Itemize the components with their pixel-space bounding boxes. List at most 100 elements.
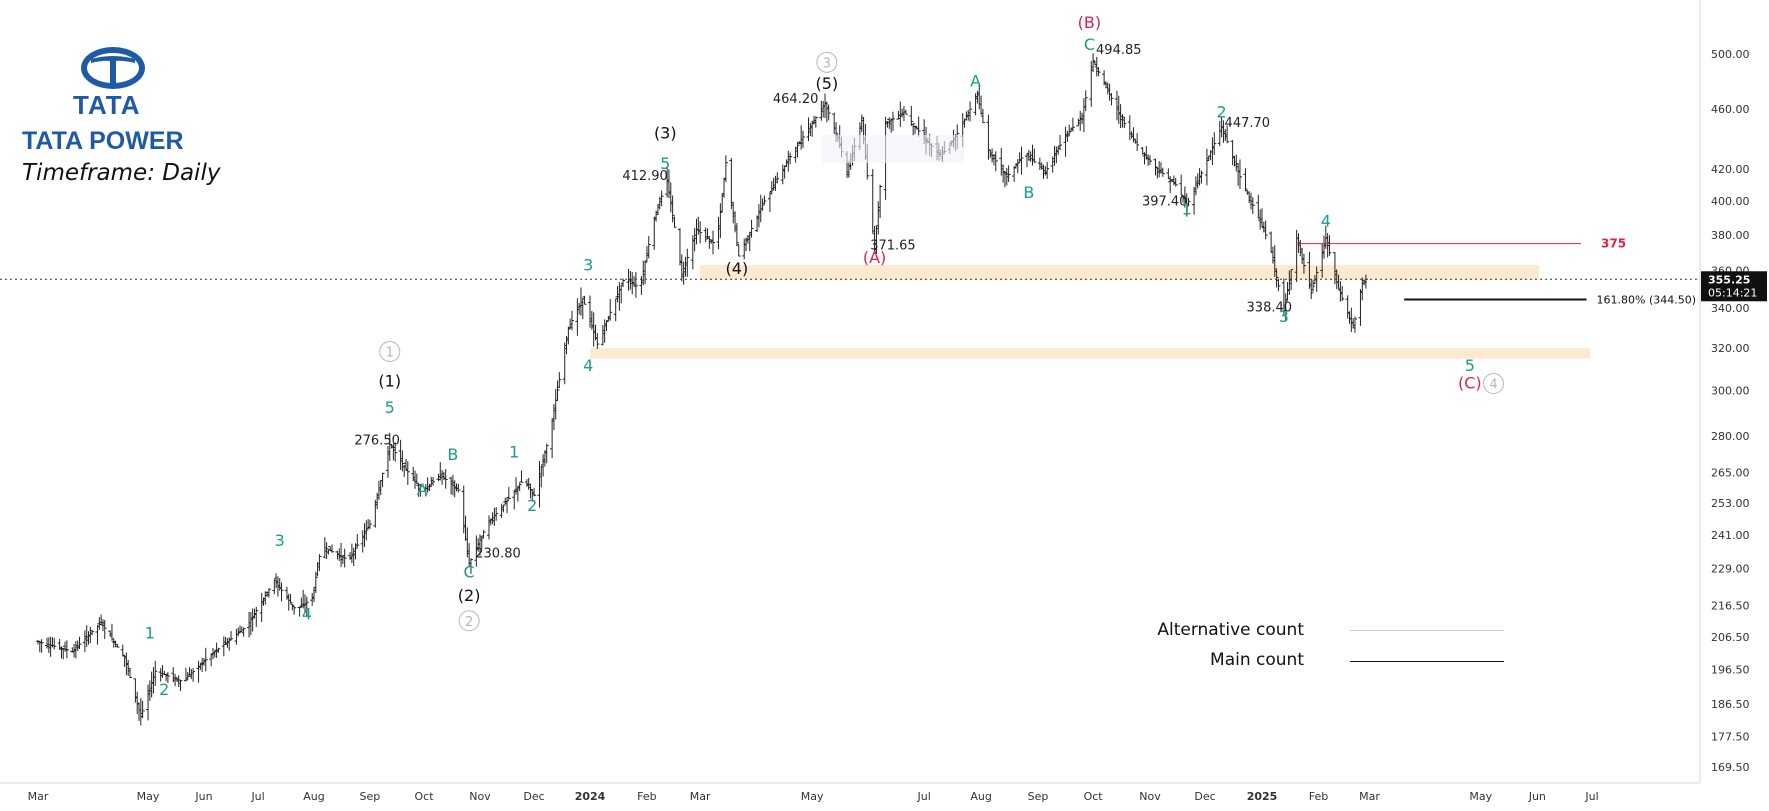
watermark xyxy=(822,135,964,163)
wave-label: 3 xyxy=(275,531,285,550)
y-tick-label: 229.00 xyxy=(1711,563,1750,576)
wave-label: (5) xyxy=(816,74,839,93)
wave-label: 4 xyxy=(302,605,312,624)
wave-label: B xyxy=(447,445,458,464)
x-tick-label: Feb xyxy=(637,790,656,803)
x-tick-label: Feb xyxy=(1309,790,1328,803)
company-name: TATA POWER xyxy=(22,127,184,155)
wave-alt-circle xyxy=(1483,372,1505,394)
legend-main-line xyxy=(1350,661,1504,662)
x-tick-label: Jun xyxy=(194,790,212,803)
wave-label: 4 xyxy=(583,356,593,375)
wave-label: C xyxy=(1084,35,1095,54)
y-tick-label: 241.00 xyxy=(1711,529,1750,542)
x-tick-label: Aug xyxy=(970,790,991,803)
x-tick-label: May xyxy=(137,790,160,803)
y-tick-label: 177.50 xyxy=(1711,731,1750,744)
y-tick-label: 320.00 xyxy=(1711,342,1750,355)
resistance-label: 375 xyxy=(1601,237,1626,251)
price-label: 447.70 xyxy=(1225,116,1271,131)
wave-label: 3 xyxy=(1279,307,1289,326)
wave-label: 5 xyxy=(1465,356,1475,375)
tata-logo-icon xyxy=(81,47,145,89)
price-label: 371.65 xyxy=(870,239,916,254)
legend-main-label: Main count xyxy=(1210,650,1304,670)
y-tick-label: 340.00 xyxy=(1711,302,1750,315)
x-tick-label: Sep xyxy=(1028,790,1049,803)
x-tick-label: Jul xyxy=(917,790,931,803)
wave-label: A xyxy=(417,480,428,499)
x-tick-label: Dec xyxy=(523,790,544,803)
x-tick-label: 2025 xyxy=(1247,790,1278,803)
x-tick-label: Jun xyxy=(1528,790,1546,803)
wave-label: (C) xyxy=(1458,373,1482,392)
y-tick-label: 265.00 xyxy=(1711,466,1750,479)
price-label: 230.80 xyxy=(475,546,521,561)
wave-label: 3 xyxy=(583,256,593,275)
y-tick-label: 206.50 xyxy=(1711,631,1750,644)
wave-alt-circle xyxy=(379,340,401,362)
wave-label: 1 xyxy=(145,623,155,642)
wave-label: 5 xyxy=(385,398,395,417)
wave-label: (A) xyxy=(863,248,886,267)
x-tick-label: 2024 xyxy=(575,790,606,803)
x-tick-label: Jul xyxy=(250,790,264,803)
wave-label: 4 xyxy=(1321,211,1331,230)
wave-label: (3) xyxy=(654,123,677,142)
y-tick-label: 253.00 xyxy=(1711,497,1750,510)
y-tick-label: 280.00 xyxy=(1711,430,1750,443)
wave-label: B xyxy=(1023,183,1034,202)
x-tick-label: May xyxy=(801,790,824,803)
wave-label: A xyxy=(970,71,981,90)
x-tick-label: Dec xyxy=(1194,790,1215,803)
wave-label: (2) xyxy=(458,586,481,605)
x-tick-label: Oct xyxy=(415,790,435,803)
y-tick-label: 380.00 xyxy=(1711,229,1750,242)
price-label: 412.90 xyxy=(622,169,668,184)
wave-alt-circle xyxy=(458,610,480,632)
wave-label: 5 xyxy=(660,154,670,173)
price-label: 338.40 xyxy=(1247,300,1293,315)
support-zone xyxy=(590,348,1591,359)
legend-alternative-label: Alternative count xyxy=(1157,620,1304,640)
last-price-badge xyxy=(1701,271,1767,302)
wave-label: (1) xyxy=(378,371,401,390)
y-tick-label: 400.00 xyxy=(1711,195,1750,208)
wave-label: (B) xyxy=(1078,13,1101,32)
wave-label-alternative: 2 xyxy=(465,615,473,630)
price-label: 397.40 xyxy=(1142,194,1188,209)
wave-label: C xyxy=(464,562,475,581)
support-zone xyxy=(700,265,1540,280)
y-tick-label: 196.50 xyxy=(1711,664,1750,677)
x-tick-label: Aug xyxy=(303,790,324,803)
wave-alt-circle xyxy=(816,51,838,73)
x-tick-label: Oct xyxy=(1084,790,1104,803)
timeframe-label: Timeframe: Daily xyxy=(22,160,221,186)
y-tick-label: 169.50 xyxy=(1711,761,1750,774)
wave-label-alternative: 4 xyxy=(1489,377,1497,392)
y-tick-label: 216.50 xyxy=(1711,600,1750,613)
x-tick-label: Nov xyxy=(469,790,491,803)
fib-target-label: 161.80% (344.50) xyxy=(1597,294,1697,307)
price-label: 464.20 xyxy=(773,92,819,107)
x-tick-label: Mar xyxy=(1359,790,1380,803)
wave-label-alternative: 3 xyxy=(823,56,831,71)
x-tick-label: Mar xyxy=(28,790,49,803)
wave-label: (4) xyxy=(726,259,749,278)
y-tick-label: 420.00 xyxy=(1711,163,1750,176)
legend-alternative-line xyxy=(1350,630,1504,631)
x-tick-label: Sep xyxy=(360,790,381,803)
logo-wordmark: TATA xyxy=(73,90,141,120)
wave-label: 2 xyxy=(527,496,537,515)
x-tick-label: May xyxy=(1469,790,1492,803)
x-tick-label: Jul xyxy=(1584,790,1598,803)
wave-label-alternative: 1 xyxy=(386,345,394,360)
price-label: 494.85 xyxy=(1096,43,1142,58)
price-label: 276.50 xyxy=(354,433,400,448)
y-tick-label: 460.00 xyxy=(1711,103,1750,116)
wave-label: 1 xyxy=(509,443,519,462)
x-tick-label: Nov xyxy=(1139,790,1161,803)
